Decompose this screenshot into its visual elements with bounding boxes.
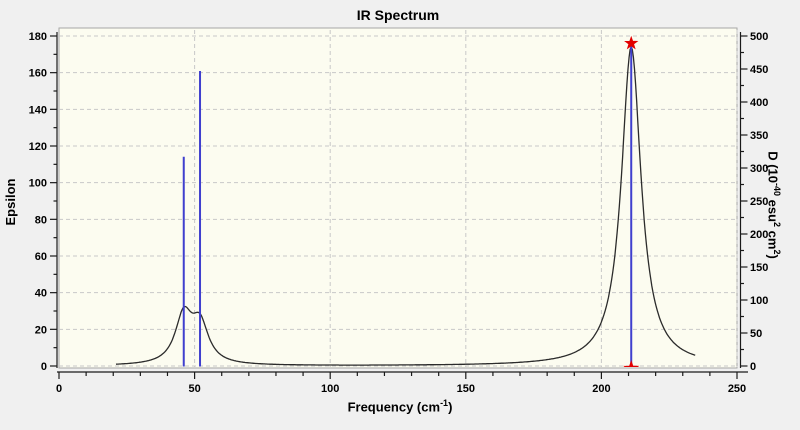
left-axis-tick-label: 40 bbox=[35, 288, 47, 300]
x-axis-tick-label: 150 bbox=[457, 383, 475, 395]
x-axis-tick-label: 0 bbox=[56, 383, 62, 395]
right-axis-tick-label: 0 bbox=[750, 361, 756, 373]
right-axis-tick-label: 250 bbox=[750, 196, 768, 208]
peak-marker-star-bottom bbox=[623, 359, 640, 367]
x-axis-tick-label: 100 bbox=[321, 383, 339, 395]
x-axis-tick-label: 200 bbox=[592, 383, 610, 395]
left-axis-tick-label: 180 bbox=[29, 31, 47, 43]
gridlines bbox=[59, 30, 738, 367]
right-axis-tick-label: 100 bbox=[750, 295, 768, 307]
x-axis-title: Frequency (cm-1) bbox=[200, 398, 600, 414]
left-axis-tick-label: 60 bbox=[35, 251, 47, 263]
left-axis-title: Epsilon bbox=[3, 142, 21, 262]
left-axis-tick-label: 100 bbox=[29, 178, 47, 190]
left-axis-tick-label: 20 bbox=[35, 324, 47, 336]
left-axis-title-text: Epsilon bbox=[3, 178, 18, 226]
right-axis-title-p1: D (10 bbox=[765, 151, 781, 183]
left-axis-tick-label: 0 bbox=[41, 361, 47, 373]
right-axis-tick-label: 500 bbox=[750, 31, 768, 43]
right-axis-title-p3: cm bbox=[765, 227, 781, 250]
right-axis-title: D (10-40 esu2 cm2) bbox=[764, 95, 782, 315]
right-axis-title-p2: esu bbox=[765, 196, 781, 223]
x-axis-title-close: ) bbox=[448, 399, 453, 415]
axes bbox=[50, 32, 748, 379]
right-axis-tick-label: 350 bbox=[750, 130, 768, 142]
right-axis-title-sup1: -40 bbox=[772, 182, 782, 196]
right-axis-tick-label: 50 bbox=[750, 328, 762, 340]
left-axis-tick-label: 140 bbox=[29, 104, 47, 116]
x-axis-title-sup: -1 bbox=[440, 398, 449, 408]
right-axis-tick-label: 150 bbox=[750, 262, 768, 274]
right-axis-tick-label: 400 bbox=[750, 97, 768, 109]
right-axis-title-p4: ) bbox=[765, 254, 781, 259]
x-axis-title-main: Frequency (cm bbox=[347, 399, 441, 415]
left-axis-tick-label: 120 bbox=[29, 141, 47, 153]
x-axis-tick-label: 250 bbox=[728, 383, 746, 395]
left-axis-tick-label: 80 bbox=[35, 214, 47, 226]
peak-marker-star-top bbox=[624, 35, 639, 50]
x-axis-tick-label: 50 bbox=[188, 383, 200, 395]
right-axis-tick-label: 300 bbox=[750, 163, 768, 175]
right-axis-tick-label: 450 bbox=[750, 64, 768, 76]
left-axis-tick-label: 160 bbox=[29, 68, 47, 80]
chart-title: IR Spectrum bbox=[356, 7, 440, 23]
spectrum-curve bbox=[115, 45, 696, 366]
right-axis-tick-label: 200 bbox=[750, 229, 768, 241]
